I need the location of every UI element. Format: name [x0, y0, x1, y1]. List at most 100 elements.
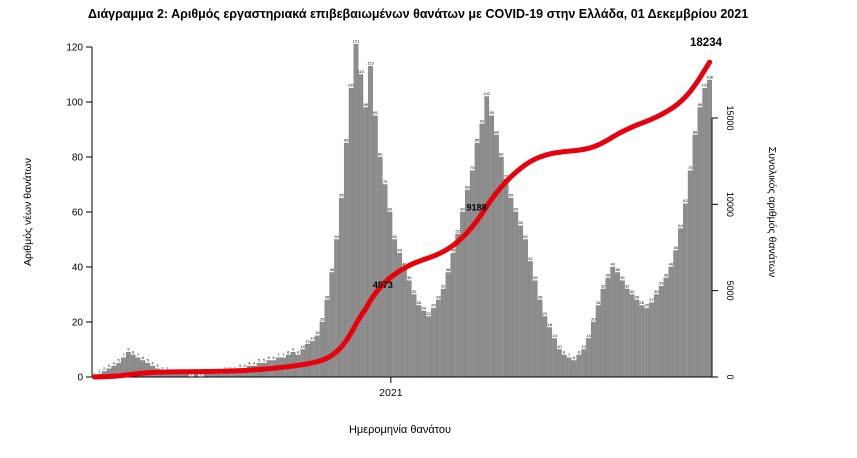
svg-text:26: 26 [640, 300, 645, 305]
svg-text:22: 22 [543, 311, 548, 316]
svg-text:27: 27 [649, 297, 654, 302]
svg-text:6: 6 [573, 355, 576, 360]
svg-text:42: 42 [528, 256, 533, 261]
svg-text:50: 50 [334, 234, 339, 239]
svg-text:7: 7 [282, 352, 285, 357]
svg-text:4: 4 [253, 360, 256, 365]
svg-text:0: 0 [77, 373, 83, 384]
svg-text:36: 36 [664, 272, 669, 277]
svg-text:46: 46 [673, 245, 678, 250]
svg-text:30: 30 [630, 289, 635, 294]
svg-text:22: 22 [426, 311, 431, 316]
svg-text:60: 60 [72, 208, 84, 219]
svg-text:28: 28 [436, 294, 441, 299]
svg-text:50: 50 [393, 234, 398, 239]
svg-text:0: 0 [725, 374, 735, 379]
svg-text:92: 92 [480, 118, 485, 123]
svg-text:120: 120 [66, 43, 83, 54]
svg-text:28: 28 [538, 294, 543, 299]
svg-text:28: 28 [635, 294, 640, 299]
svg-text:121: 121 [353, 39, 360, 44]
svg-text:6: 6 [142, 355, 145, 360]
svg-text:105: 105 [348, 83, 355, 88]
svg-text:72: 72 [504, 173, 509, 178]
y-axis-left-label: Αριθμός νέων θανάτων [22, 158, 34, 266]
svg-text:13: 13 [310, 336, 315, 341]
y-axis-right-label: Συνολικός αριθμός θανάτων [766, 146, 778, 278]
svg-text:15000: 15000 [725, 105, 735, 130]
svg-text:110: 110 [358, 69, 365, 74]
svg-text:32: 32 [601, 283, 606, 288]
svg-text:75: 75 [470, 165, 475, 170]
svg-text:26: 26 [596, 300, 601, 305]
svg-text:60: 60 [388, 206, 393, 211]
chart-title: Διάγραμμα 2: Αριθμός εργαστηριακά επιβεβ… [88, 7, 749, 21]
svg-text:4: 4 [113, 360, 116, 365]
svg-text:32: 32 [625, 283, 630, 288]
svg-text:102: 102 [483, 91, 490, 96]
svg-text:40: 40 [610, 261, 615, 266]
svg-text:6: 6 [273, 355, 276, 360]
svg-text:54: 54 [678, 223, 683, 228]
x-axis-label: Ημερομηνία θανάτου [348, 424, 452, 436]
svg-text:3: 3 [243, 363, 246, 368]
svg-text:98: 98 [698, 102, 703, 107]
svg-text:15: 15 [315, 330, 320, 335]
svg-text:8: 8 [132, 349, 135, 354]
svg-text:95: 95 [489, 110, 494, 115]
svg-text:85: 85 [344, 138, 349, 143]
svg-text:8: 8 [297, 349, 300, 354]
svg-text:7: 7 [568, 352, 571, 357]
svg-text:35: 35 [533, 275, 538, 280]
svg-text:4: 4 [248, 360, 251, 365]
svg-text:88: 88 [693, 129, 698, 134]
svg-text:3: 3 [156, 363, 159, 368]
svg-text:40: 40 [669, 261, 674, 266]
svg-text:10: 10 [581, 344, 586, 349]
svg-text:24: 24 [422, 305, 427, 310]
svg-text:36: 36 [606, 272, 611, 277]
svg-text:10: 10 [557, 344, 562, 349]
svg-text:2: 2 [224, 366, 227, 371]
svg-text:4573: 4573 [373, 280, 393, 290]
svg-text:50: 50 [523, 234, 528, 239]
svg-text:55: 55 [518, 220, 523, 225]
svg-text:9: 9 [127, 347, 130, 352]
svg-text:20: 20 [72, 318, 84, 329]
svg-text:4: 4 [151, 360, 154, 365]
svg-text:100: 100 [66, 98, 83, 109]
svg-text:98: 98 [363, 102, 368, 107]
svg-text:1: 1 [98, 369, 101, 374]
svg-text:5: 5 [263, 358, 266, 363]
svg-text:65: 65 [509, 193, 514, 198]
svg-text:6: 6 [268, 355, 271, 360]
svg-text:12: 12 [305, 338, 310, 343]
svg-text:20: 20 [591, 316, 596, 321]
svg-text:8: 8 [287, 349, 290, 354]
svg-text:105: 105 [701, 83, 708, 88]
svg-text:2: 2 [229, 366, 232, 371]
svg-text:25: 25 [644, 303, 649, 308]
svg-text:8: 8 [563, 349, 566, 354]
svg-text:7: 7 [277, 352, 280, 357]
svg-text:5: 5 [147, 358, 150, 363]
svg-text:30: 30 [412, 289, 417, 294]
svg-text:10000: 10000 [725, 192, 735, 217]
svg-text:45: 45 [451, 248, 456, 253]
svg-text:9: 9 [292, 347, 295, 352]
svg-text:2: 2 [161, 366, 164, 371]
svg-text:52: 52 [455, 228, 460, 233]
svg-text:5: 5 [118, 358, 121, 363]
svg-text:20: 20 [320, 316, 325, 321]
svg-text:3: 3 [239, 363, 242, 368]
svg-text:85: 85 [475, 138, 480, 143]
svg-text:5000: 5000 [725, 281, 735, 301]
svg-text:35: 35 [407, 275, 412, 280]
svg-text:75: 75 [688, 165, 693, 170]
svg-text:38: 38 [615, 267, 620, 272]
svg-text:80: 80 [378, 151, 383, 156]
svg-text:33: 33 [659, 281, 664, 286]
svg-text:32: 32 [441, 283, 446, 288]
